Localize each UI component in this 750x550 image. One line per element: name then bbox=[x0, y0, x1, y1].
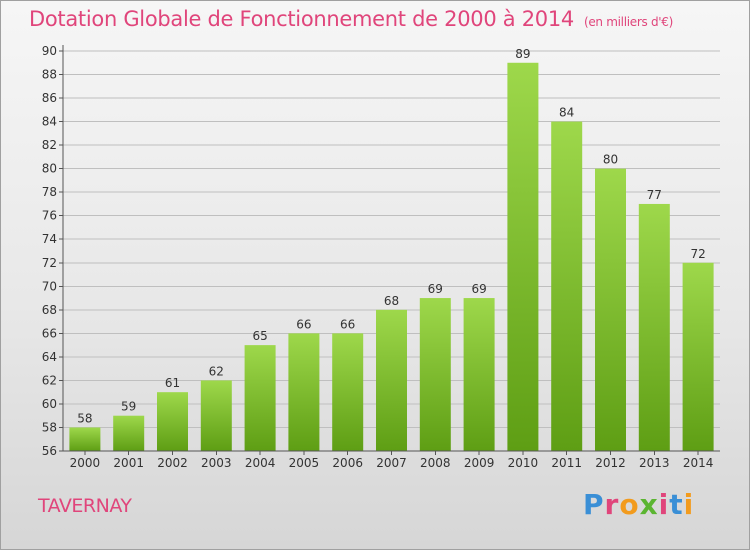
data-label: 59 bbox=[121, 400, 136, 414]
logo-letter: i bbox=[683, 488, 695, 521]
y-tick-label: 76 bbox=[42, 209, 57, 223]
y-tick-label: 70 bbox=[42, 279, 57, 293]
chart-title-text: Dotation Globale de Fonctionnement de 20… bbox=[29, 7, 574, 31]
y-tick-label: 82 bbox=[42, 138, 57, 152]
bar-2014 bbox=[682, 262, 714, 451]
bar-2011 bbox=[551, 121, 583, 452]
bar-2002 bbox=[157, 392, 188, 451]
place-name: TAVERNAY bbox=[38, 495, 132, 517]
bar-2008 bbox=[419, 298, 451, 451]
x-tick-label: 2007 bbox=[376, 456, 407, 470]
x-tick-label: 2012 bbox=[595, 456, 626, 470]
bar-2003 bbox=[200, 380, 232, 451]
data-label: 89 bbox=[515, 47, 530, 61]
data-labels: 58 59 61 62 65 66 66 68 69 69 89 84 80 77 72 bbox=[77, 47, 705, 426]
bar-2007 bbox=[376, 309, 407, 451]
y-axis-ticks: 56 58 60 62 64 66 68 70 72 74 76 78 80 82 84 86 88 90 bbox=[42, 44, 63, 458]
logo-letter: t bbox=[669, 488, 684, 521]
bar-2012 bbox=[595, 168, 626, 451]
x-tick-label: 2013 bbox=[639, 456, 670, 470]
x-tick-label: 2005 bbox=[289, 456, 320, 470]
y-tick-label: 60 bbox=[42, 397, 57, 411]
x-tick-label: 2009 bbox=[464, 456, 495, 470]
data-label: 68 bbox=[384, 294, 399, 308]
y-tick-label: 90 bbox=[42, 44, 57, 58]
logo-letter: i bbox=[658, 488, 670, 521]
bar-2004 bbox=[244, 345, 276, 451]
proxiti-logo: Proxiti bbox=[583, 488, 694, 521]
data-label: 66 bbox=[296, 317, 311, 331]
logo-letter: P bbox=[583, 488, 605, 521]
bar-2009 bbox=[463, 298, 495, 451]
x-tick-label: 2004 bbox=[245, 456, 276, 470]
y-tick-label: 80 bbox=[42, 162, 57, 176]
data-label: 62 bbox=[209, 364, 224, 378]
y-tick-label: 58 bbox=[42, 420, 57, 434]
data-label: 69 bbox=[428, 282, 443, 296]
data-label: 72 bbox=[690, 247, 705, 261]
x-tick-label: 2008 bbox=[420, 456, 451, 470]
y-tick-label: 74 bbox=[42, 232, 57, 246]
y-tick-label: 66 bbox=[42, 326, 57, 340]
bar-2013 bbox=[638, 203, 670, 451]
data-label: 69 bbox=[471, 282, 486, 296]
x-tick-label: 2010 bbox=[508, 456, 539, 470]
y-tick-label: 62 bbox=[42, 373, 57, 387]
data-label: 65 bbox=[252, 329, 267, 343]
y-tick-label: 72 bbox=[42, 256, 57, 270]
bar-2000 bbox=[69, 427, 101, 451]
y-tick-label: 64 bbox=[42, 350, 57, 364]
x-tick-label: 2006 bbox=[332, 456, 363, 470]
bar-2006 bbox=[332, 333, 364, 451]
data-label: 66 bbox=[340, 317, 355, 331]
data-label: 84 bbox=[559, 106, 574, 120]
data-label: 58 bbox=[77, 411, 92, 425]
logo-letter: o bbox=[619, 488, 640, 521]
data-label: 77 bbox=[647, 188, 662, 202]
x-axis-ticks: 2000 2001 2002 2003 2004 2005 2006 2007 2008 2009… bbox=[70, 451, 714, 470]
x-tick-label: 2014 bbox=[683, 456, 714, 470]
bar-2005 bbox=[288, 333, 320, 451]
bars bbox=[69, 62, 714, 452]
x-tick-label: 2011 bbox=[551, 456, 582, 470]
y-tick-label: 86 bbox=[42, 91, 57, 105]
data-label: 80 bbox=[603, 153, 618, 167]
y-tick-label: 84 bbox=[42, 115, 57, 129]
chart-unit-note: (en milliers d'€) bbox=[583, 15, 673, 29]
logo-letter: r bbox=[604, 488, 620, 521]
y-tick-label: 78 bbox=[42, 185, 57, 199]
y-tick-label: 88 bbox=[42, 68, 57, 82]
x-tick-label: 2000 bbox=[70, 456, 101, 470]
axes bbox=[62, 45, 720, 452]
chart-title: Dotation Globale de Fonctionnement de 20… bbox=[29, 7, 673, 31]
x-tick-label: 2002 bbox=[157, 456, 188, 470]
bar-2010 bbox=[507, 62, 539, 451]
y-tick-label: 68 bbox=[42, 303, 57, 317]
x-tick-label: 2001 bbox=[113, 456, 144, 470]
data-label: 61 bbox=[165, 376, 180, 390]
logo-letter: x bbox=[639, 488, 659, 521]
bar-2001 bbox=[113, 415, 145, 451]
x-tick-label: 2003 bbox=[201, 456, 232, 470]
y-tick-label: 56 bbox=[42, 444, 57, 458]
